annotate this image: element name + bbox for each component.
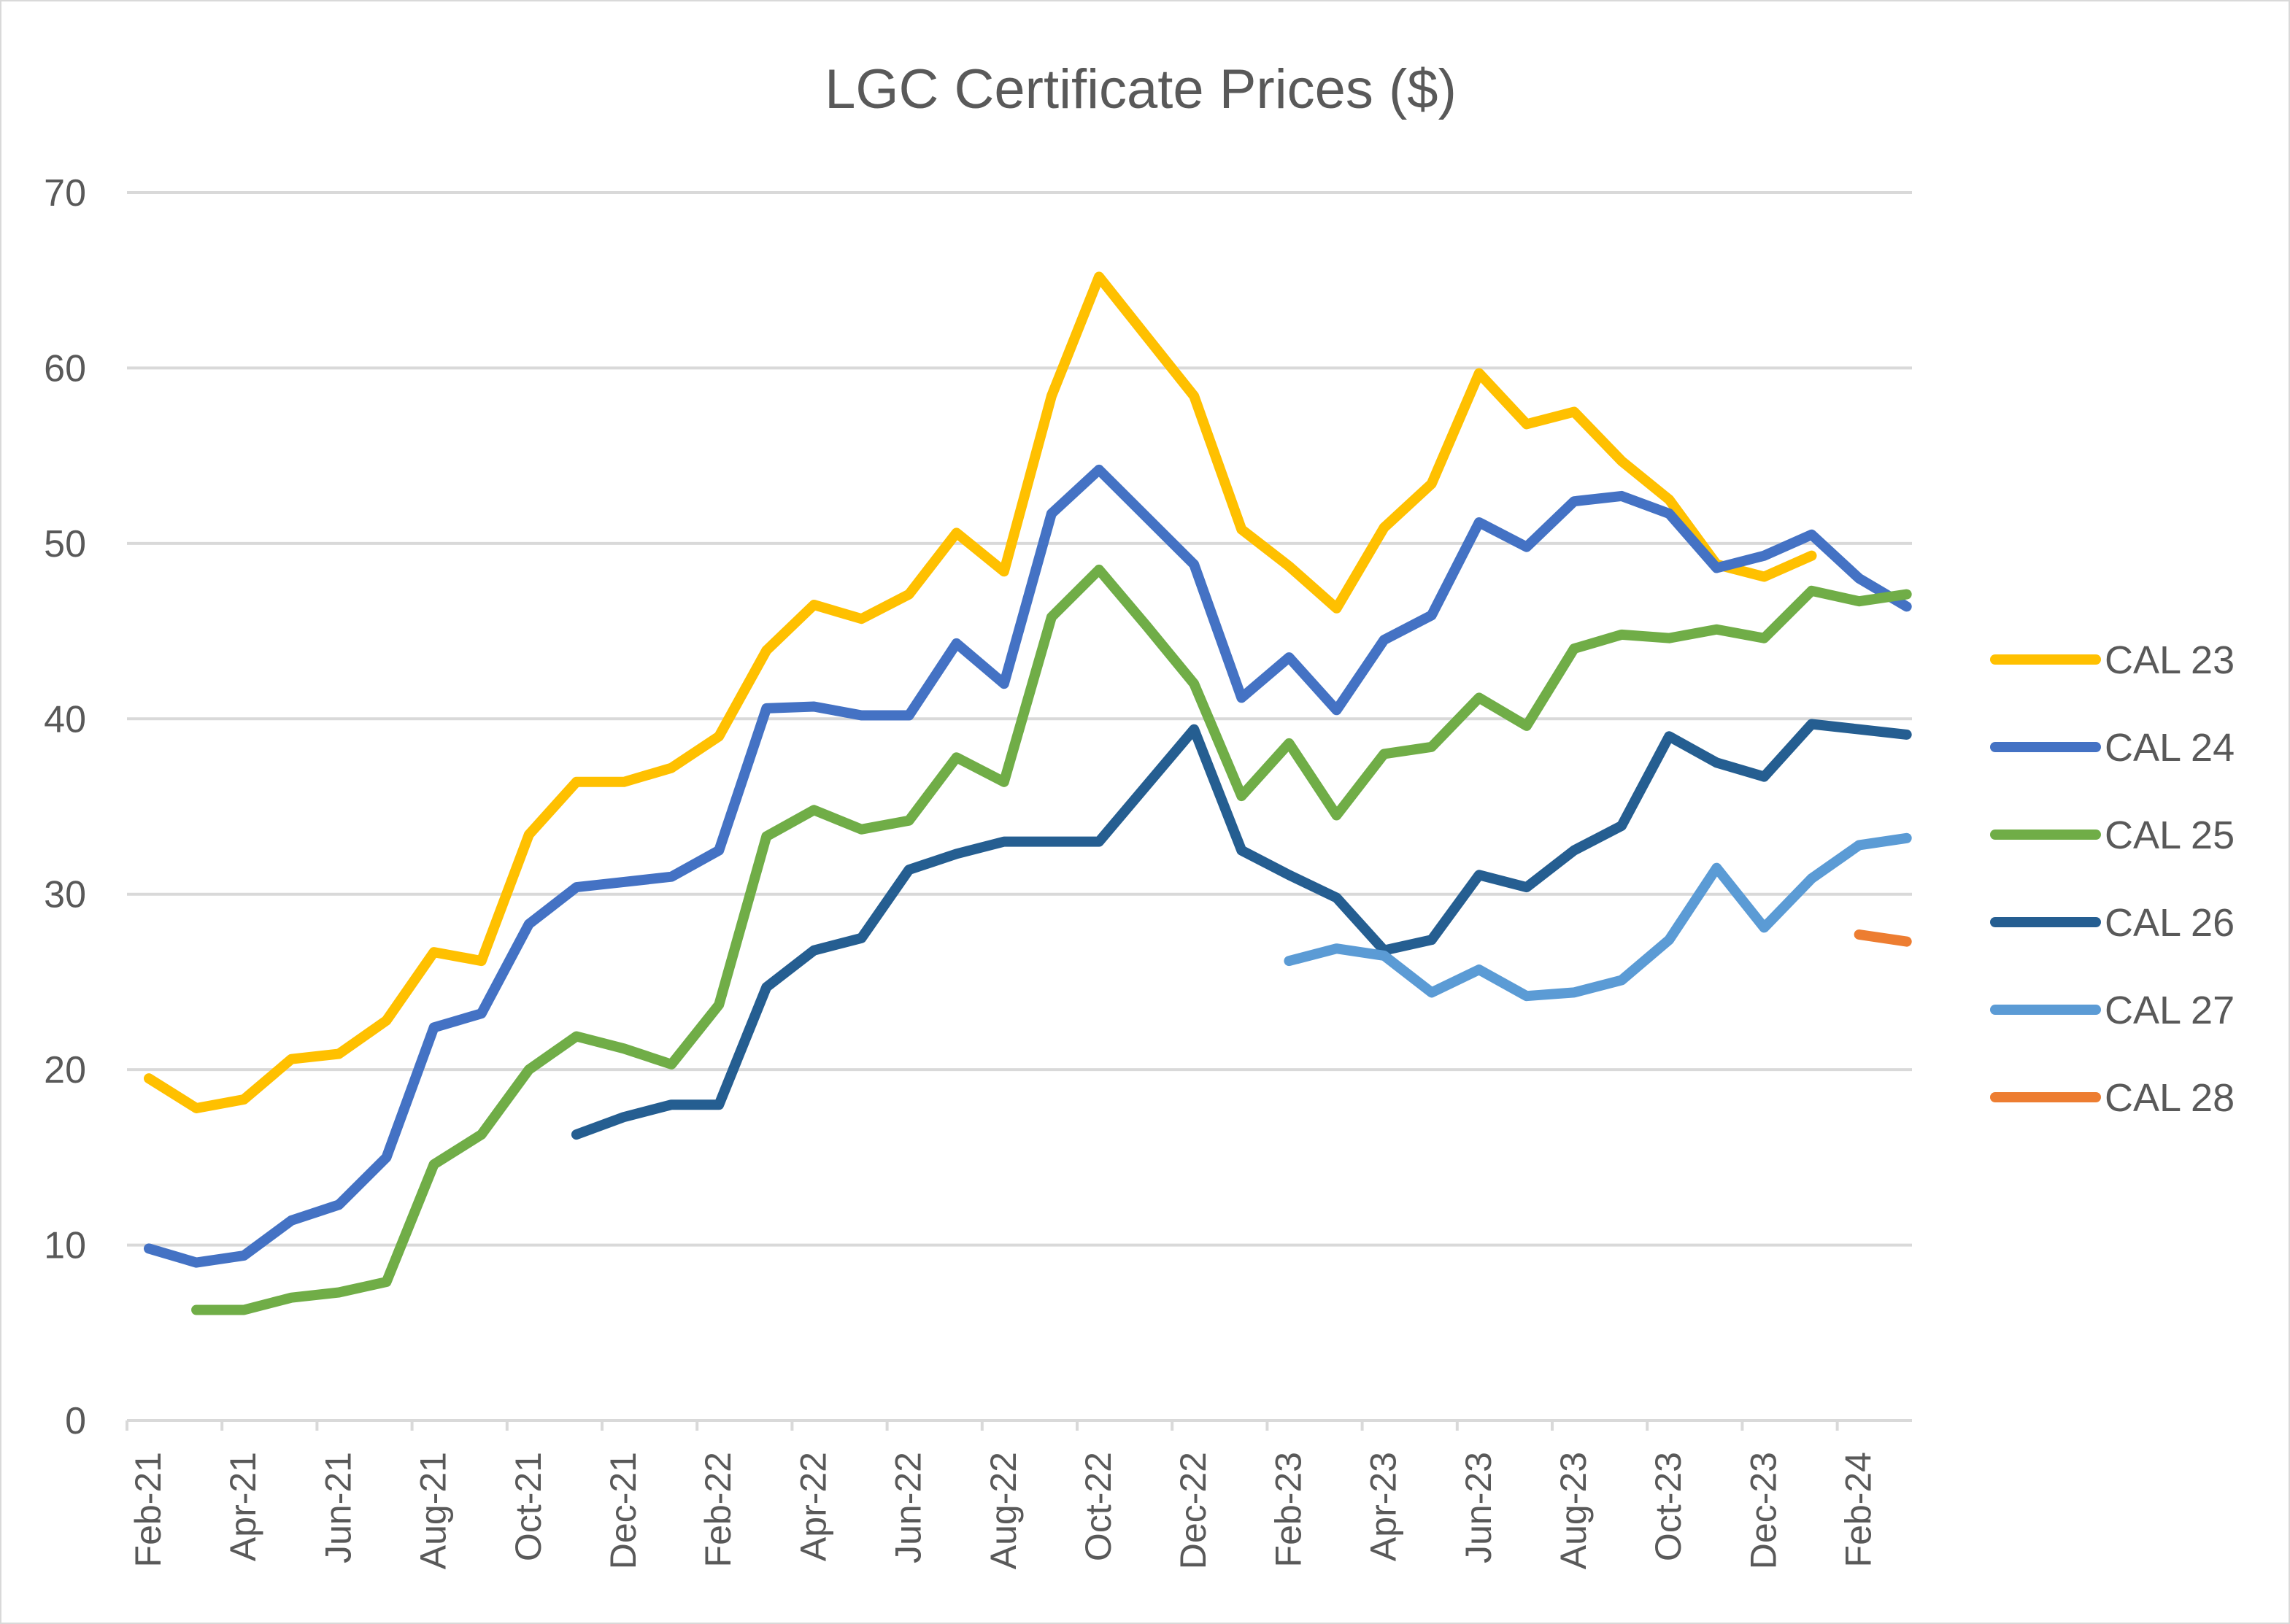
- x-tick-label: Dec-21: [603, 1452, 644, 1569]
- x-tick-label: Feb-21: [128, 1452, 169, 1567]
- x-tick-label: Jun-21: [317, 1452, 358, 1563]
- series-line-cal-27: [1284, 832, 1912, 1002]
- legend: CAL 23 CAL 24 CAL 25 CAL 26 CAL 27 CAL 28: [1990, 638, 2235, 1120]
- x-tick-label: Oct-22: [1078, 1452, 1119, 1561]
- y-tick-label: 30: [44, 874, 86, 916]
- x-tick-label: Jun-23: [1458, 1452, 1499, 1563]
- x-tick-label: Dec-22: [1173, 1452, 1214, 1569]
- x-tick-label: Aug-21: [413, 1452, 454, 1569]
- y-tick-label: 40: [44, 698, 86, 741]
- x-tick-labels: Feb-21 Apr-21 Jun-21 Aug-21 Oct-21 Dec-21 Feb-…: [128, 1452, 1879, 1569]
- legend-label-cal-28: CAL 28: [2105, 1076, 2235, 1120]
- legend-label-cal-25: CAL 25: [2105, 813, 2235, 857]
- legend-label-cal-27: CAL 27: [2105, 989, 2235, 1032]
- series-line-cal-28: [1854, 929, 1912, 947]
- legend-label-cal-23: CAL 23: [2105, 638, 2235, 682]
- x-tick-label: Aug-23: [1553, 1452, 1594, 1569]
- series-line-cal-24: [144, 464, 1912, 1268]
- x-tick-label: Feb-22: [698, 1452, 739, 1567]
- x-tick-label: Feb-24: [1838, 1452, 1879, 1567]
- series-line-cal-26: [571, 719, 1912, 1140]
- x-tick-label: Jun-22: [888, 1452, 929, 1563]
- legend-label-cal-24: CAL 24: [2105, 726, 2235, 770]
- gridlines: [127, 191, 1912, 1247]
- y-tick-label: 20: [44, 1049, 86, 1091]
- x-tick-label: Apr-21: [223, 1452, 263, 1561]
- series-lines: [144, 271, 1912, 1315]
- y-tick-label: 60: [44, 347, 86, 390]
- x-tick-label: Oct-21: [508, 1452, 549, 1561]
- series-line-cal-25: [191, 564, 1912, 1315]
- x-tick-label: Apr-22: [793, 1452, 833, 1561]
- x-tick-label: Feb-23: [1268, 1452, 1308, 1567]
- chart-title: LGC Certificate Prices ($): [825, 58, 1457, 120]
- axes: [126, 1419, 1912, 1431]
- x-tick-label: Apr-23: [1363, 1452, 1404, 1561]
- series-line-cal-23: [144, 271, 1817, 1113]
- y-tick-labels: 0 10 20 30 40 50 60 70: [44, 172, 86, 1442]
- y-tick-label: 70: [44, 172, 86, 214]
- y-tick-label: 10: [44, 1225, 86, 1267]
- x-tick-label: Aug-22: [983, 1452, 1024, 1569]
- x-tick-label: Dec-23: [1743, 1452, 1784, 1569]
- legend-label-cal-26: CAL 26: [2105, 901, 2235, 945]
- y-tick-label: 50: [44, 523, 86, 565]
- x-tick-label: Oct-23: [1648, 1452, 1689, 1561]
- y-tick-label: 0: [65, 1400, 86, 1442]
